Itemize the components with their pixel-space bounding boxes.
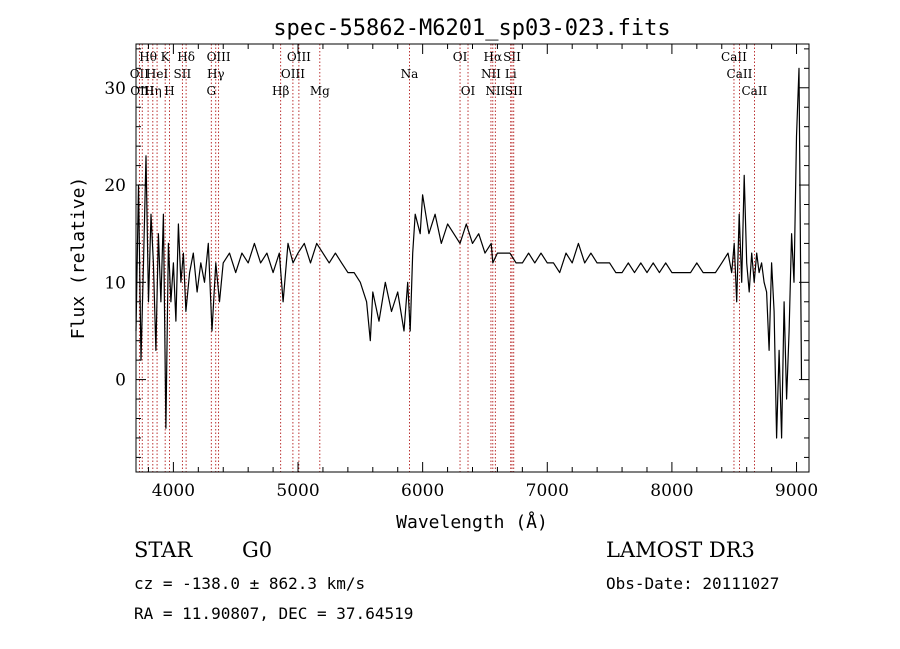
chart-title: spec-55862-M6201_sp03-023.fits <box>273 16 670 41</box>
y-axis-label: Flux (relative) <box>68 177 89 340</box>
x-axis: 4000 5000 6000 7000 8000 9000 <box>147 44 818 501</box>
marker-label-19: NII <box>481 67 501 81</box>
coordinates: RA = 11.90807, DEC = 37.64519 <box>134 604 414 623</box>
series-group <box>135 67 803 439</box>
x-axis-label: Wavelength (Å) <box>396 511 548 533</box>
marker-label-4: HeI <box>146 67 169 81</box>
marker-label-10: Hγ <box>207 67 225 81</box>
marker-label-13: OIII <box>281 67 305 81</box>
marker-label-14: OIII <box>287 50 311 64</box>
series-line-0 <box>135 67 803 439</box>
marker-label-16: Na <box>401 67 419 81</box>
marker-label-22: Li <box>505 67 517 81</box>
x-tick-label-9000: 9000 <box>775 481 818 501</box>
y-tick-label-10: 10 <box>104 273 126 293</box>
observation-date: Obs-Date: 20111027 <box>606 574 780 593</box>
marker-label-25: CaII <box>721 50 747 64</box>
redshift-value: cz = -138.0 ± 862.3 km/s <box>134 574 366 593</box>
marker-label-7: SII <box>174 67 192 81</box>
marker-label-6: H <box>164 84 174 98</box>
y-tick-label-20: 20 <box>104 176 126 196</box>
y-tick-label-0: 0 <box>115 371 126 391</box>
y-tick-label-30: 30 <box>104 79 126 99</box>
marker-label-2: Hθ <box>139 50 157 64</box>
line-markers: OIIOIIIHθHηHeIKHSIIHδGHγOIIIHβOIIIOIIIMg… <box>130 44 768 472</box>
marker-label-23: SII <box>503 50 521 64</box>
marker-label-24: SII <box>505 84 523 98</box>
marker-label-12: Hβ <box>272 84 289 98</box>
x-tick-label-5000: 5000 <box>276 481 319 501</box>
marker-label-3: Hη <box>144 84 162 98</box>
x-tick-label-7000: 7000 <box>526 481 569 501</box>
x-tick-label-4000: 4000 <box>152 481 195 501</box>
x-tick-label-6000: 6000 <box>401 481 444 501</box>
object-subclass: G0 <box>242 538 273 562</box>
object-class: STAR <box>134 538 193 562</box>
marker-label-18: OI <box>461 84 476 98</box>
marker-label-27: CaII <box>741 84 767 98</box>
marker-label-0: OII <box>130 67 150 81</box>
marker-label-5: K <box>161 50 171 64</box>
marker-label-17: OI <box>453 50 468 64</box>
plot-frame <box>135 43 810 473</box>
marker-label-9: G <box>206 84 216 98</box>
marker-label-20: Hα <box>484 50 503 64</box>
y-axis: 0 10 20 30 <box>104 48 809 458</box>
marker-label-11: OIII <box>207 50 231 64</box>
marker-label-21: NII <box>485 84 505 98</box>
marker-label-26: CaII <box>727 67 753 81</box>
marker-label-15: Mg <box>310 84 330 98</box>
marker-label-8: Hδ <box>177 50 195 64</box>
survey-label: LAMOST DR3 <box>606 538 755 562</box>
x-tick-label-8000: 8000 <box>650 481 693 501</box>
